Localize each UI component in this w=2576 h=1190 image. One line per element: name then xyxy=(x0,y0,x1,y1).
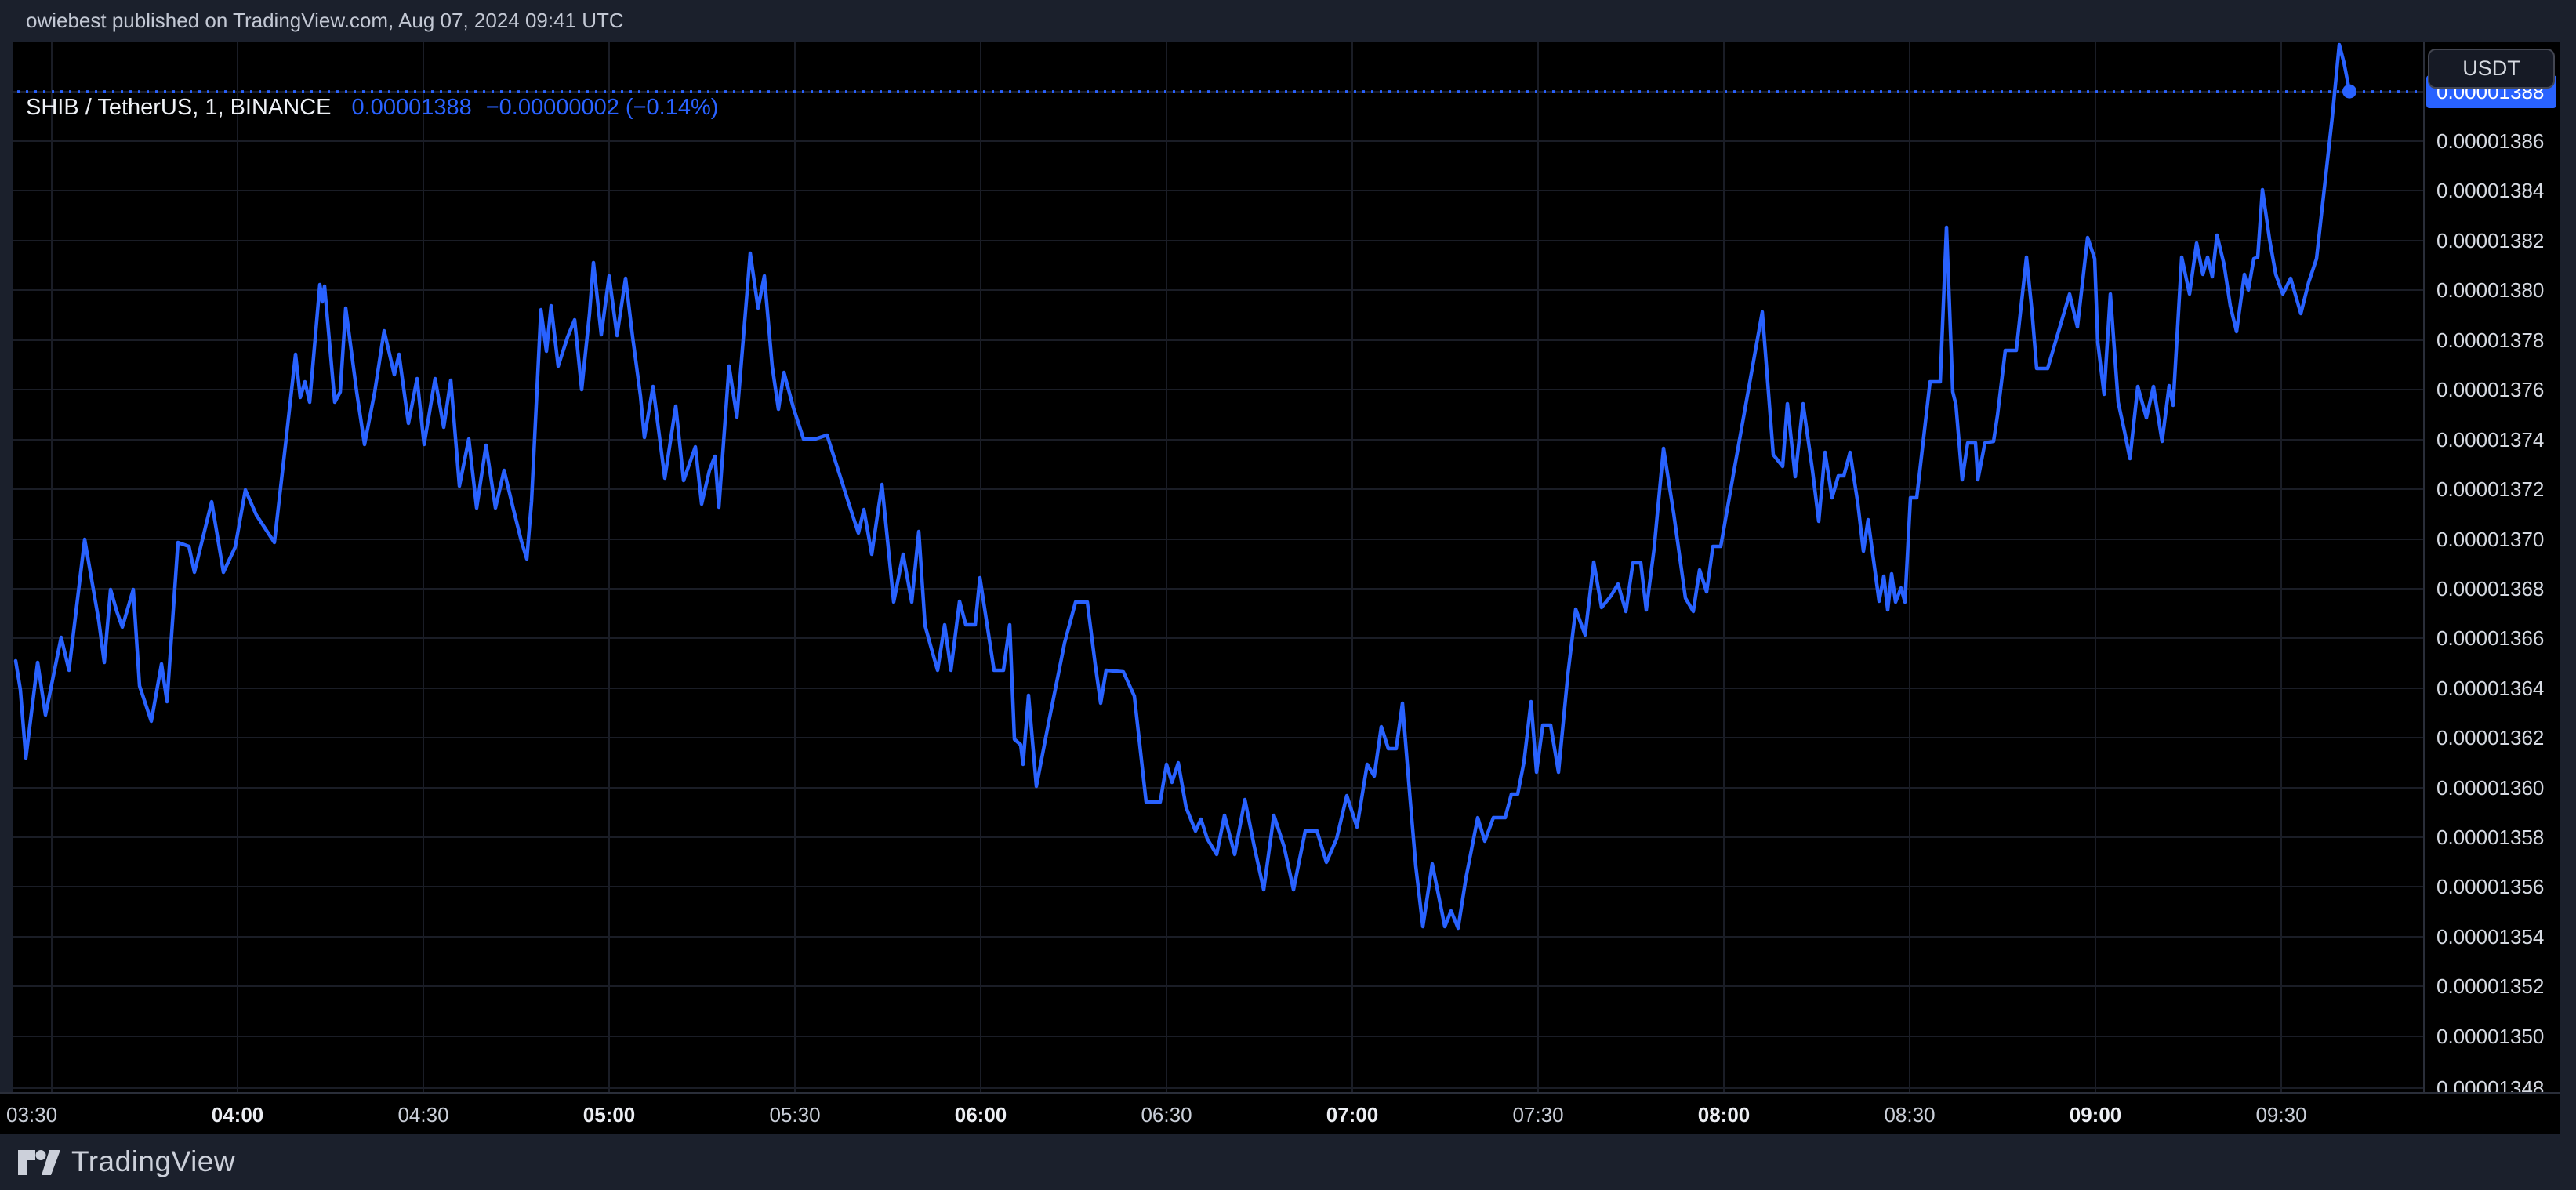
price-axis-label: 0.00001354 xyxy=(2436,925,2545,949)
time-axis-label: 08:00 xyxy=(1697,1103,1751,1127)
right-outer-margin xyxy=(2560,0,2576,1190)
price-axis-label: 0.00001360 xyxy=(2436,776,2545,800)
last-price-marker xyxy=(2342,84,2356,99)
price-axis-label: 0.00001350 xyxy=(2436,1025,2545,1048)
price-axis-label: 0.00001364 xyxy=(2436,677,2545,700)
time-axis-label: 04:30 xyxy=(397,1103,449,1127)
price-axis-label: 0.00001372 xyxy=(2436,477,2545,501)
price-axis-label: 0.00001386 xyxy=(2436,129,2545,153)
time-axis-label: 09:30 xyxy=(2255,1103,2307,1127)
chart-pane: SHIB / TetherUS, 1, BINANCE 0.00001388 −0.… xyxy=(0,42,2423,1092)
symbol-header: SHIB / TetherUS, 1, BINANCE 0.00001388 −0.… xyxy=(26,95,718,121)
price-axis-label: 0.00001380 xyxy=(2436,278,2545,302)
price-axis-label: 0.00001374 xyxy=(2436,428,2545,452)
price-axis-label: 0.00001384 xyxy=(2436,179,2545,202)
time-axis-label: 09:00 xyxy=(2069,1103,2122,1127)
price-axis-label: 0.00001366 xyxy=(2436,626,2545,650)
currency-toggle-button[interactable]: USDT xyxy=(2428,49,2555,89)
price-chart-plot xyxy=(0,42,2423,1092)
plot-left-margin xyxy=(0,42,13,1092)
price-axis-label: 0.00001376 xyxy=(2436,378,2545,401)
price-axis-label: 0.00001382 xyxy=(2436,229,2545,252)
symbol-title: SHIB / TetherUS, 1, BINANCE xyxy=(26,95,332,120)
time-axis-label: 06:00 xyxy=(954,1103,1007,1127)
grid-lines xyxy=(0,42,2423,1092)
last-price-value: 0.00001388 xyxy=(351,95,472,120)
attribution-text: owiebest published on TradingView.com, A… xyxy=(26,9,624,32)
price-change-value: −0.00000002 (−0.14%) xyxy=(485,95,719,120)
price-line-series xyxy=(13,42,2352,931)
price-axis[interactable]: 0.00001386 0.00001384 0.00001382 0.00001380… xyxy=(2423,42,2562,1134)
time-axis-label: 07:30 xyxy=(1512,1103,1564,1127)
tradingview-logo-icon xyxy=(18,1150,60,1175)
price-axis-label: 0.00001352 xyxy=(2436,974,2545,998)
tradingview-wordmark: TradingView xyxy=(71,1145,236,1177)
attribution-strip: owiebest published on TradingView.com, A… xyxy=(0,0,2576,42)
price-axis-label: 0.00001362 xyxy=(2436,726,2545,749)
time-axis-label: 04:00 xyxy=(211,1103,264,1127)
time-axis-label: 06:30 xyxy=(1141,1103,1192,1127)
time-axis-label: 07:00 xyxy=(1326,1103,1379,1127)
price-axis-labels: 0.00001386 0.00001384 0.00001382 0.00001380… xyxy=(2425,42,2562,1092)
price-axis-label: 0.00001356 xyxy=(2436,875,2545,898)
time-axis[interactable]: 03:30 04:00 04:30 05:00 05:30 06:00 06:30 07:00… xyxy=(0,1092,2560,1134)
price-axis-label: 0.00001368 xyxy=(2436,577,2545,600)
price-axis-label: 0.00001358 xyxy=(2436,825,2545,849)
price-axis-label: 0.00001378 xyxy=(2436,328,2545,352)
footer-strip: TradingView xyxy=(0,1134,2576,1190)
time-axis-label: 08:30 xyxy=(1884,1103,1936,1127)
time-axis-label: 03:30 xyxy=(6,1103,58,1127)
time-axis-label: 05:30 xyxy=(769,1103,821,1127)
time-axis-label: 05:00 xyxy=(582,1103,636,1127)
price-axis-label: 0.00001348 xyxy=(2436,1076,2545,1092)
tradingview-brand: TradingView xyxy=(17,1145,235,1178)
price-axis-label: 0.00001370 xyxy=(2436,528,2545,551)
